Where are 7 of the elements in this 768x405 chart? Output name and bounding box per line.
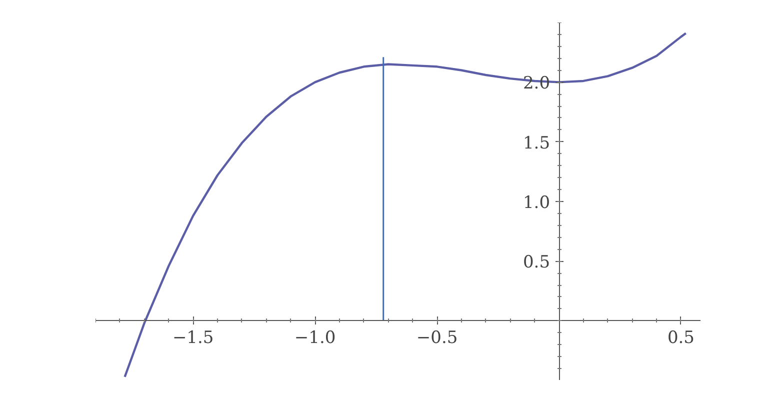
x-tick-label: −1.5 xyxy=(172,328,214,348)
y-tick-label: 1.0 xyxy=(522,193,550,213)
x-tick-label: −0.5 xyxy=(416,328,458,348)
x-tick-label: 0.5 xyxy=(667,328,695,348)
y-tick-label: 1.5 xyxy=(522,133,550,154)
y-tick-label: 0.5 xyxy=(522,252,550,273)
x-tick-label: −1.0 xyxy=(294,328,336,348)
